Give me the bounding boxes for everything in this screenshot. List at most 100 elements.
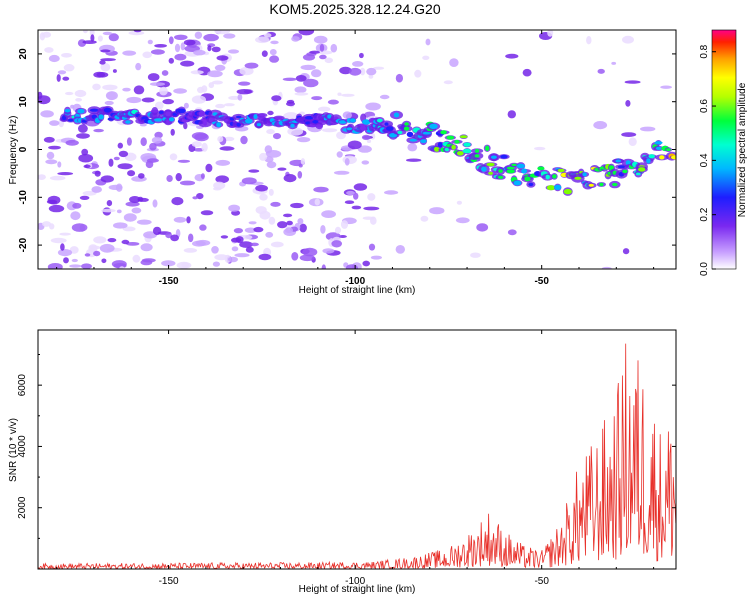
noise-blob xyxy=(322,248,335,254)
noise-blob xyxy=(271,95,282,102)
noise-blob xyxy=(215,175,229,184)
noise-blob xyxy=(283,174,297,183)
noise-blob xyxy=(89,245,101,250)
snr-panel: -150 -100 -50 2000 4000 6000 Height of strai… xyxy=(8,329,677,595)
colorbar-tick-label: 0.6 xyxy=(699,99,710,113)
noise-blob xyxy=(334,226,342,234)
noise-blob xyxy=(62,76,70,81)
noise-blob xyxy=(370,255,382,260)
noise-blob xyxy=(48,54,60,63)
noise-blob xyxy=(200,210,214,216)
signal-blob xyxy=(235,115,242,119)
noise-blob xyxy=(70,211,81,221)
signal-blob xyxy=(103,107,112,113)
noise-blob xyxy=(367,193,376,201)
signal-blob xyxy=(429,123,438,129)
noise-blob xyxy=(366,139,372,143)
signal-blob xyxy=(203,121,208,126)
snr-xlabel: Height of straight line (km) xyxy=(299,584,416,595)
noise-blob xyxy=(285,227,293,234)
noise-blob xyxy=(268,188,274,196)
noise-blob xyxy=(99,60,106,65)
noise-blob xyxy=(127,170,136,177)
signal-blob xyxy=(485,145,490,152)
noise-blob xyxy=(321,210,336,219)
noise-blob xyxy=(368,243,376,251)
noise-blob xyxy=(102,84,118,91)
noise-blob xyxy=(118,150,129,158)
noise-blob xyxy=(188,233,194,243)
snr-frame xyxy=(37,329,677,570)
noise-blob xyxy=(191,141,202,148)
colorbar-tick-label: 0.0 xyxy=(699,262,710,276)
colorbar-tick-label: 0.2 xyxy=(699,207,710,221)
noise-blob xyxy=(236,89,252,95)
noise-blob xyxy=(277,221,288,229)
colorbar: 0.0 0.2 0.4 0.6 0.8 Normalized spectral ampl… xyxy=(699,29,748,276)
signal-blob xyxy=(444,147,450,152)
noise-blob xyxy=(183,39,196,46)
signal-blob xyxy=(437,142,443,148)
signal-blob xyxy=(459,135,468,139)
signal-blob xyxy=(622,169,628,174)
noise-blob xyxy=(113,222,128,229)
noise-blob xyxy=(319,54,327,60)
noise-blob xyxy=(351,205,362,210)
noise-blob xyxy=(248,169,260,173)
noise-blob xyxy=(43,136,55,143)
noise-blob xyxy=(140,259,153,266)
spectrogram-ridge xyxy=(59,105,676,196)
noise-blob xyxy=(159,86,168,96)
signal-blob xyxy=(150,109,159,113)
noise-blob xyxy=(456,200,462,205)
noise-blob xyxy=(81,263,92,269)
noise-blob xyxy=(83,30,88,34)
noise-blob xyxy=(286,99,295,104)
noise-blob xyxy=(219,146,235,151)
noise-blob xyxy=(193,148,205,152)
noise-blob xyxy=(373,66,385,70)
signal-blob xyxy=(245,118,253,124)
noise-blob xyxy=(228,95,241,100)
signal-blob xyxy=(404,122,409,126)
noise-blob xyxy=(238,81,251,86)
noise-blob xyxy=(359,52,364,59)
noise-blob xyxy=(611,61,617,65)
noise-blob xyxy=(406,158,422,162)
noise-blob xyxy=(294,86,307,93)
noise-blob xyxy=(295,75,307,82)
noise-blob xyxy=(151,136,163,144)
noise-blob xyxy=(291,36,300,42)
signal-blob xyxy=(376,118,383,123)
noise-blob xyxy=(208,82,215,89)
noise-blob xyxy=(78,124,88,133)
signal-blob xyxy=(216,122,222,128)
noise-blob xyxy=(660,85,672,89)
noise-blob xyxy=(101,208,116,213)
noise-blob xyxy=(331,240,343,248)
signal-blob xyxy=(546,185,556,191)
noise-blob xyxy=(69,264,82,268)
noise-blob xyxy=(228,256,238,263)
signal-blob xyxy=(516,163,525,169)
signal-blob xyxy=(659,155,665,160)
noise-blob xyxy=(414,69,422,78)
noise-blob xyxy=(601,266,612,269)
signal-blob xyxy=(537,166,545,171)
noise-blob xyxy=(211,46,221,53)
noise-blob xyxy=(353,183,368,191)
noise-blob xyxy=(443,80,453,85)
noise-blob xyxy=(214,30,231,35)
noise-blob xyxy=(186,216,191,224)
signal-blob xyxy=(406,131,414,137)
noise-blob xyxy=(165,232,172,239)
noise-blob xyxy=(82,40,97,44)
signal-blob xyxy=(506,166,515,170)
noise-blob xyxy=(224,136,235,142)
signal-blob xyxy=(521,168,527,174)
noise-blob xyxy=(135,62,142,71)
noise-blob xyxy=(449,58,459,67)
noise-blob xyxy=(174,43,181,53)
signal-blob xyxy=(506,169,515,174)
signal-blob xyxy=(511,163,517,167)
